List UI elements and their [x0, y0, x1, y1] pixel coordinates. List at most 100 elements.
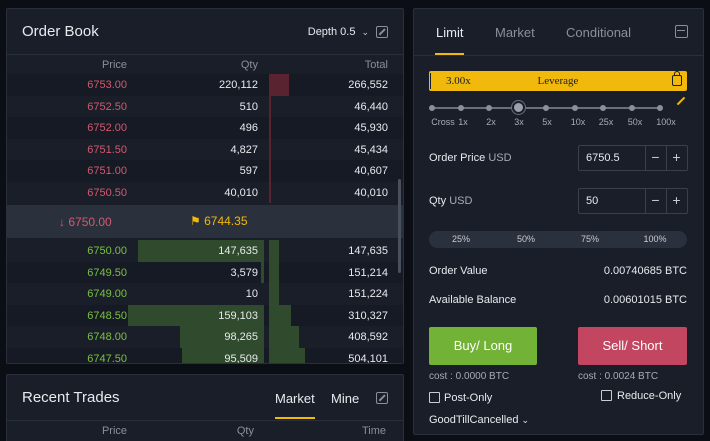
bid-depth-bar — [269, 283, 279, 305]
bid-qty: 98,265 — [224, 331, 258, 343]
leverage-mark: 5x — [542, 117, 552, 127]
slider-dot[interactable] — [457, 105, 464, 111]
calculator-icon[interactable] — [675, 25, 688, 38]
ask-price: 6751.00 — [87, 165, 127, 177]
bid-row[interactable]: 6747.50 95,509 504,101 — [7, 347, 403, 364]
mark-price-value: 6744.35 — [204, 214, 248, 228]
percent-option[interactable]: 50% — [516, 234, 536, 244]
leverage-mark: 100x — [656, 117, 676, 127]
depth-label: Depth 0.5 — [307, 26, 356, 38]
bid-qty-bar — [182, 347, 264, 363]
ask-qty: 220,112 — [219, 79, 258, 91]
bid-row[interactable]: 6748.00 98,265 408,592 — [7, 326, 403, 348]
ask-price: 6752.50 — [87, 100, 127, 113]
qty-label-text: Qty — [429, 195, 447, 207]
bid-depth-bar — [269, 326, 299, 348]
depth-selector[interactable]: Depth 0.5 ⌄ — [308, 26, 369, 38]
qty-increment-button[interactable]: + — [666, 189, 686, 213]
chevron-down-icon: ⌄ — [521, 415, 530, 425]
post-only-label[interactable]: Post-Only — [444, 392, 493, 404]
leverage-label: Leverage — [537, 75, 579, 87]
order-book-panel: Order Book Depth 0.5 ⌄ Price Qty Total 67… — [6, 8, 404, 364]
bid-row[interactable]: 6749.00 10 151,224 — [7, 283, 403, 305]
bid-qty-bar — [261, 261, 264, 283]
ask-depth-bar — [269, 181, 271, 203]
bid-row[interactable]: 6750.00 147,635 147,635 — [7, 240, 403, 262]
percent-selector: 25% 50% 75% 100% — [429, 231, 687, 248]
post-only-checkbox[interactable] — [429, 392, 440, 403]
order-price-increment-button[interactable]: + — [666, 146, 686, 170]
pencil-icon[interactable] — [676, 96, 686, 106]
leverage-bar-edge — [430, 73, 431, 89]
slider-dot[interactable] — [657, 105, 663, 111]
column-qty: Qty — [236, 425, 254, 437]
slider-dot[interactable] — [628, 105, 635, 111]
leverage-value: 3.00x — [446, 75, 471, 87]
order-value-label: Order Value — [429, 265, 488, 277]
buy-long-button[interactable]: Buy/ Long — [429, 327, 537, 365]
qty-decrement-button[interactable]: − — [645, 189, 665, 213]
qty-input[interactable]: 50 − + — [578, 188, 688, 214]
ask-price: 6752.00 — [87, 122, 127, 134]
bid-price: 6749.00 — [87, 288, 127, 300]
tab-market[interactable]: Market — [495, 25, 535, 40]
ask-row[interactable]: 6752.00 496 45,930 — [7, 117, 403, 139]
last-price-value: 6750.00 — [68, 215, 112, 229]
order-book-scrollbar[interactable] — [398, 179, 401, 273]
leverage-mark: 10x — [570, 117, 586, 127]
ask-row[interactable]: 6751.50 4,827 45,434 — [7, 138, 403, 160]
bid-depth-bar — [269, 240, 279, 262]
order-price-decrement-button[interactable]: − — [645, 146, 665, 170]
qty-unit: USD — [449, 195, 473, 207]
leverage-mark: Cross — [431, 117, 455, 127]
slider-dot[interactable] — [600, 105, 606, 111]
column-time: Time — [361, 425, 386, 437]
bid-row[interactable]: 6749.50 3,579 151,214 — [7, 261, 403, 283]
ask-price: 6750.50 — [87, 186, 127, 199]
bid-qty: 95,509 — [224, 352, 258, 364]
ask-row[interactable]: 6753.00 220,112 266,552 — [7, 74, 403, 96]
ask-total: 40,607 — [354, 165, 388, 177]
ask-total: 266,552 — [348, 79, 388, 91]
ask-price: 6751.50 — [87, 143, 127, 156]
tab-market-trades[interactable]: Market — [275, 391, 315, 419]
order-price-value[interactable]: 6750.5 — [586, 152, 620, 164]
expand-icon[interactable] — [376, 26, 388, 38]
leverage-slider-thumb[interactable] — [511, 101, 525, 114]
order-book-column-headers: Price Qty Total — [7, 55, 403, 74]
order-price-input[interactable]: 6750.5 − + — [578, 145, 688, 171]
reduce-only-label[interactable]: Reduce-Only — [617, 390, 682, 402]
slider-dot[interactable] — [429, 105, 435, 111]
expand-icon[interactable] — [376, 392, 388, 404]
tab-mine-trades[interactable]: Mine — [331, 391, 360, 406]
leverage-mark: 1x — [458, 117, 468, 127]
percent-option[interactable]: 25% — [451, 234, 471, 244]
ask-row[interactable]: 6752.50 510 46,440 — [7, 95, 403, 117]
ask-depth-bar — [269, 95, 271, 117]
percent-option[interactable]: 100% — [643, 234, 667, 244]
ask-row[interactable]: 6751.00 597 40,607 — [7, 160, 403, 182]
bid-row[interactable]: 6748.50 159,103 310,327 — [7, 304, 403, 326]
mark-price: ⚑ 6744.35 — [190, 214, 248, 228]
leverage-bar[interactable]: 3.00x Leverage — [429, 71, 687, 91]
tab-limit[interactable]: Limit — [434, 25, 465, 55]
leverage-mark: 25x — [598, 117, 614, 127]
reduce-only-checkbox[interactable] — [601, 390, 612, 401]
qty-value[interactable]: 50 — [586, 195, 599, 207]
slider-dot[interactable] — [543, 105, 549, 111]
bid-price: 6748.00 — [87, 331, 127, 343]
ask-row[interactable]: 6750.50 40,010 40,010 — [7, 181, 403, 203]
bid-qty: 147,635 — [218, 245, 258, 257]
slider-dot[interactable] — [571, 105, 578, 111]
tab-conditional[interactable]: Conditional — [566, 25, 632, 40]
time-in-force-selector[interactable]: GoodTillCancelled ⌄ — [429, 414, 529, 426]
ask-price: 6753.00 — [87, 79, 127, 91]
leverage-slider[interactable] — [429, 101, 663, 114]
buy-cost: cost : 0.0000 BTC — [429, 371, 510, 382]
lock-icon[interactable] — [672, 71, 682, 86]
slider-dot[interactable] — [486, 105, 492, 111]
percent-option[interactable]: 75% — [580, 234, 600, 244]
bid-total: 151,214 — [348, 266, 388, 279]
sell-short-button[interactable]: Sell/ Short — [578, 327, 687, 365]
bid-price: 6749.50 — [87, 266, 127, 279]
